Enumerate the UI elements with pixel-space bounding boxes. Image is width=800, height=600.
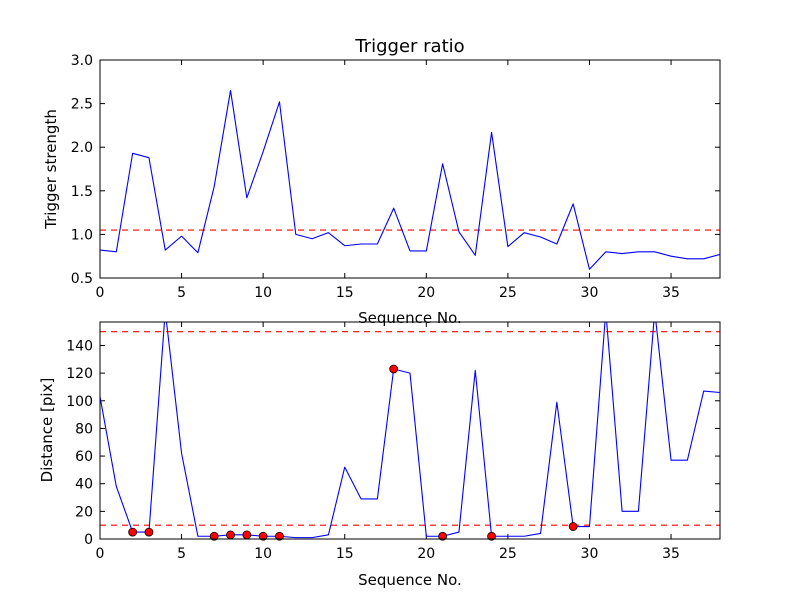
trigger-ratio-panel: Trigger ratio 0 5 10 15 20 25 30 35 0.5 1.0 1.5 2.…	[42, 36, 721, 327]
x-tick-label: 35	[662, 546, 680, 562]
x-tick-label: 30	[581, 546, 599, 562]
y-axis-label: Trigger strength	[42, 109, 60, 230]
y-tick-label: 40	[75, 477, 93, 493]
x-tick-label: 35	[662, 285, 680, 301]
series-line	[100, 89, 720, 270]
x-tick-label: 10	[254, 546, 272, 562]
y-tick-label: 1.0	[71, 227, 93, 243]
x-tick-label: 0	[96, 546, 105, 562]
data-point-marker	[275, 531, 284, 541]
data-point-marker	[258, 531, 268, 541]
data-point-marker	[438, 531, 448, 541]
plot-frame	[99, 59, 721, 279]
x-tick-label: 20	[417, 546, 435, 562]
data-point-marker	[226, 530, 235, 540]
distance-panel: 0 5 10 15 20 25 30 35 0 20 40 60 80 100 120 140 Sequen…	[38, 321, 721, 589]
y-tick-labels: 0 20 40 60 80 100 120 140	[66, 338, 720, 548]
y-axis-label: Distance [pix]	[38, 378, 56, 483]
x-tick-labels: 0 5 10 15 20 25 30 35	[96, 322, 680, 562]
x-tick-label: 15	[336, 285, 354, 301]
x-tick-label: 30	[581, 285, 599, 301]
x-tick-label: 25	[499, 285, 517, 301]
x-tick-label: 5	[177, 546, 186, 562]
y-tick-label: 120	[66, 366, 93, 382]
data-point-marker	[128, 527, 138, 537]
x-tick-label: 0	[96, 285, 105, 301]
threshold-lines	[100, 331, 720, 526]
x-tick-label: 5	[177, 285, 186, 301]
x-tick-label: 25	[499, 546, 517, 562]
y-tick-label: 80	[75, 421, 93, 437]
y-tick-label: 140	[66, 338, 93, 354]
y-tick-labels: 0.5 1.0 1.5 2.0 2.5 3.0	[71, 53, 720, 287]
y-tick-label: 100	[66, 394, 93, 410]
y-tick-label: 2.0	[71, 140, 93, 156]
x-tick-label: 20	[417, 285, 435, 301]
x-tick-labels: 0 5 10 15 20 25 30 35	[96, 60, 680, 301]
data-point-marker	[209, 531, 219, 541]
data-point-marker	[487, 531, 496, 541]
y-tick-label: 20	[75, 504, 93, 520]
chart-title: Trigger ratio	[354, 36, 464, 57]
y-tick-label: 1.5	[71, 184, 93, 200]
x-tick-label: 10	[254, 285, 272, 301]
x-axis-label: Sequence No.	[358, 571, 462, 589]
data-point-marker	[144, 527, 154, 537]
y-tick-label: 3.0	[71, 53, 93, 69]
y-tick-label: 0.5	[71, 271, 93, 287]
data-point-marker	[242, 530, 252, 540]
data-point-marker	[568, 522, 578, 531]
y-tick-label: 0	[84, 532, 93, 548]
series-line	[100, 322, 720, 539]
series-group	[100, 89, 720, 270]
y-tick-label: 2.5	[71, 97, 93, 113]
y-tick-label: 60	[75, 449, 93, 465]
marker-group	[128, 364, 578, 541]
plot-frame	[99, 321, 721, 540]
x-axis-label: Sequence No.	[358, 309, 462, 327]
data-point-marker	[389, 364, 399, 374]
x-tick-label: 15	[336, 546, 354, 562]
series-group	[100, 322, 720, 539]
